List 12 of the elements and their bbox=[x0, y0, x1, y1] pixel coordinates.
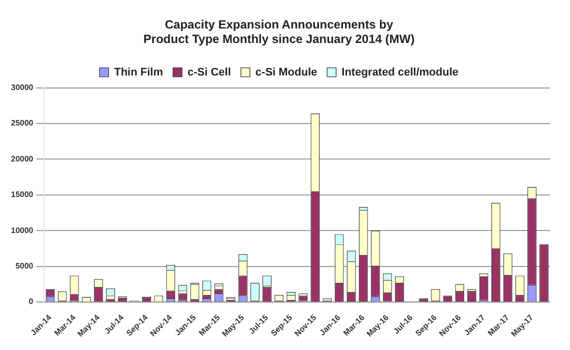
y-tick-label: 5000 bbox=[15, 262, 34, 271]
y-tick-label: 15000 bbox=[10, 190, 34, 200]
y-tick-label: 30000 bbox=[10, 83, 34, 92]
legend-label: c-Si Module bbox=[255, 66, 318, 78]
y-tick-label: 10000 bbox=[10, 226, 34, 235]
y-tick-label: 25000 bbox=[10, 118, 34, 128]
legend-label: Integrated cell/module bbox=[342, 66, 458, 78]
legend-label: Thin Film bbox=[114, 66, 164, 78]
y-tick-label: 0 bbox=[28, 297, 34, 306]
chart-title: Capacity Expansion Announcements by Product Type Monthly since January 2014 (MW) bbox=[143, 18, 415, 46]
legend-label: c-Si Cell bbox=[188, 66, 231, 78]
y-tick-label: 20000 bbox=[10, 154, 34, 164]
